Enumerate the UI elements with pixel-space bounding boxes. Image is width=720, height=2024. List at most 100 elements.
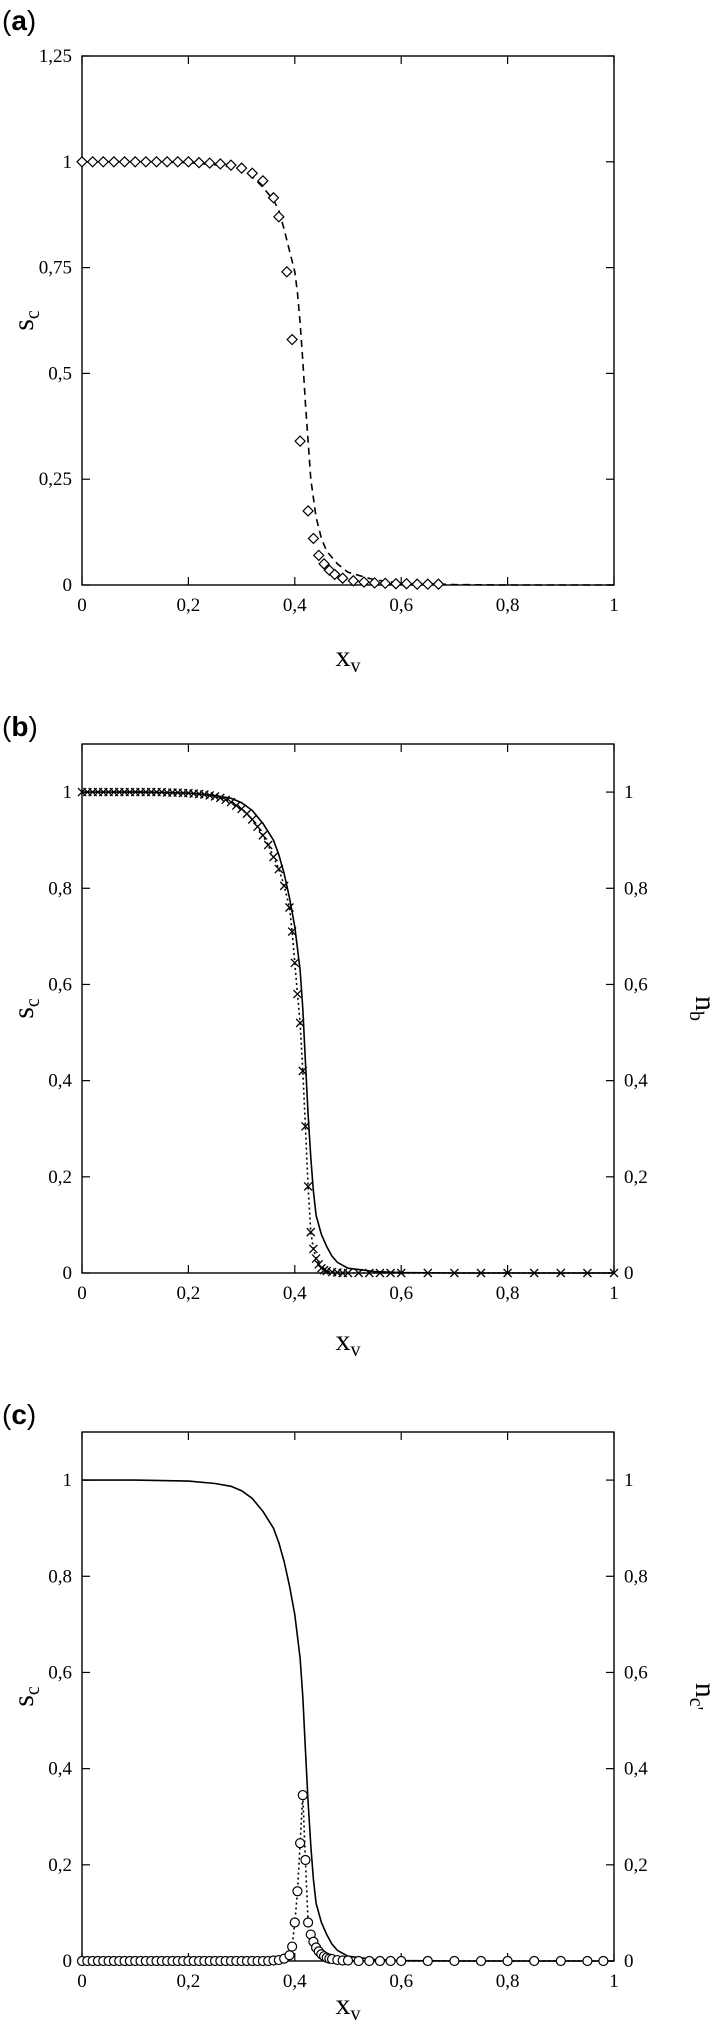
data-point (193, 156, 205, 169)
data-point (385, 1955, 396, 1967)
data-point (161, 155, 173, 168)
x-axis-label: xv (336, 640, 361, 677)
data-point (364, 1268, 374, 1278)
y-axis-label-main: s (7, 1007, 40, 1019)
x-axis-label: xv (336, 1324, 361, 1361)
data-point (295, 1838, 306, 1849)
x-tick-label: 0,2 (177, 1283, 201, 1304)
plot-frame (81, 743, 615, 1274)
y2-tick-label: 0,2 (624, 1167, 648, 1188)
y-tick-label: 1,25 (39, 46, 72, 67)
series-1-line (82, 791, 614, 1274)
data-point (319, 1265, 329, 1275)
data-point (287, 927, 297, 937)
x-tick-label: 1 (609, 1283, 619, 1304)
data-point (303, 1181, 313, 1191)
data-point (269, 852, 278, 862)
data-point (306, 1227, 316, 1237)
data-point (302, 505, 314, 517)
y-axis-label: sc (7, 998, 44, 1019)
data-point (502, 1955, 513, 1967)
x-tick-label: 0,4 (283, 1283, 307, 1304)
y-tick-label: 0 (63, 575, 73, 596)
data-point (312, 549, 325, 562)
data-point (421, 578, 434, 591)
data-point (295, 1018, 305, 1028)
panel-label: (b) (2, 711, 38, 742)
data-point (289, 1917, 300, 1928)
data-point (118, 155, 131, 168)
y2-tick-label: 0,6 (624, 1662, 648, 1683)
data-point (199, 790, 209, 799)
plot-frame (81, 55, 615, 586)
data-point (171, 155, 184, 168)
data-point (293, 989, 302, 999)
series-0-line (82, 161, 614, 586)
y-axis-label-subscript: c (22, 998, 44, 1007)
data-point (235, 162, 248, 174)
data-point (358, 576, 370, 588)
y-tick-label: 0,2 (48, 1855, 72, 1876)
data-point (263, 840, 273, 850)
data-point (347, 574, 360, 587)
y2-axis-label-subscript: b (685, 1011, 707, 1021)
x-tick-label: 0 (77, 1283, 87, 1304)
data-point (290, 958, 300, 968)
y-tick-label: 0,8 (48, 1566, 72, 1587)
x-tick-label: 0,8 (496, 1971, 520, 1992)
data-point (272, 210, 285, 223)
y-tick-label: 0,5 (48, 363, 72, 384)
data-point (353, 1955, 364, 1967)
data-point (529, 1268, 539, 1278)
y2-tick-label: 0 (624, 1263, 634, 1284)
panel-label: (a) (2, 5, 36, 36)
data-point (297, 1789, 308, 1801)
x-axis-label-subscript: v (351, 1339, 361, 1361)
data-point (556, 1268, 566, 1278)
y2-tick-label: 0,4 (624, 1071, 648, 1092)
x-axis-label: xv (336, 1988, 361, 2024)
series-0-line (82, 791, 614, 1274)
x-axis-label-subscript: v (351, 2003, 361, 2024)
data-point (274, 864, 284, 874)
x-tick-label: 0,8 (496, 595, 520, 616)
y2-axis-label: nc' (685, 1683, 720, 1710)
data-point (368, 577, 381, 589)
data-point (555, 1955, 566, 1967)
x-axis-label-main: x (336, 640, 351, 673)
data-point (279, 881, 289, 891)
data-point (139, 155, 152, 168)
x-tick-label: 1 (609, 1971, 619, 1992)
data-point (257, 174, 269, 187)
plot-frame (81, 1431, 615, 1962)
data-point (76, 155, 88, 168)
data-point (396, 1955, 407, 1967)
x-axis-label-main: x (336, 1988, 351, 2021)
data-point (300, 1121, 310, 1131)
data-point (86, 155, 99, 168)
y-tick-label: 0,4 (48, 1071, 72, 1092)
data-point (284, 1950, 295, 1961)
data-point (129, 155, 142, 168)
data-point (285, 903, 294, 912)
y2-axis-label-subscript: c' (685, 1698, 707, 1710)
data-point (343, 1268, 353, 1278)
x-tick-label: 0,2 (177, 1971, 201, 1992)
y-tick-label: 1 (63, 152, 73, 173)
data-point (258, 830, 268, 840)
data-point (374, 1955, 386, 1967)
data-point (231, 801, 241, 811)
y-tick-label: 0,6 (48, 1662, 72, 1683)
data-point (210, 791, 220, 801)
y2-tick-label: 1 (624, 1470, 634, 1491)
panel-a: (a) 0 0,2 0,4 0,6 0,8 1 0 0,25 0,5 0,75 1 1,25 xv sc (2, 5, 619, 677)
data-point (411, 578, 424, 591)
data-point (432, 578, 445, 591)
data-point (503, 1268, 513, 1278)
y2-axis-label: nb (685, 996, 720, 1021)
x-tick-label: 0,2 (177, 595, 201, 616)
data-point (303, 1917, 314, 1928)
data-point (322, 1266, 332, 1276)
data-point (386, 1268, 396, 1278)
data-point (300, 1854, 311, 1866)
